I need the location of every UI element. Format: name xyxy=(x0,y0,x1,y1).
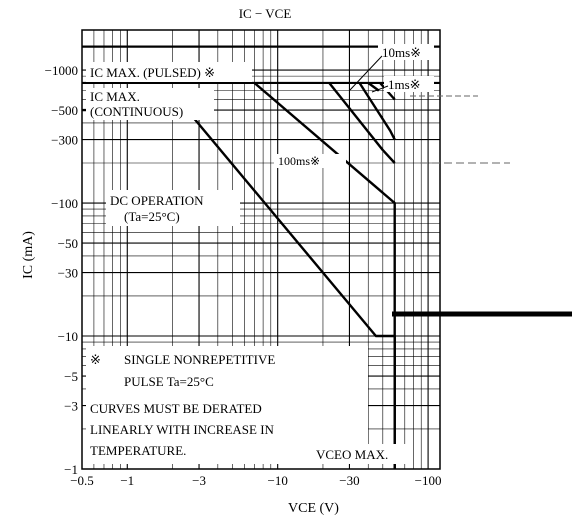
chart-title: IC − VCE xyxy=(239,6,292,21)
ms100-label-bg xyxy=(274,154,346,168)
y-axis-label: IC (mA) xyxy=(21,231,36,279)
ms10-leader xyxy=(349,55,383,91)
y-tick-label: −300 xyxy=(51,133,78,148)
pulsed-label: IC MAX. (PULSED) ※ xyxy=(90,65,215,80)
note-line-3: CURVES MUST BE DERATED xyxy=(90,401,262,416)
continuous-label-1: IC MAX. xyxy=(90,89,140,104)
y-tick-label: −30 xyxy=(58,266,78,281)
ms1-label-bg xyxy=(384,76,434,92)
y-tick-label: −100 xyxy=(51,196,78,211)
note-line-5: TEMPERATURE. xyxy=(90,443,186,458)
note-line-2: PULSE Ta=25°C xyxy=(124,374,214,389)
x-tick-label: −1 xyxy=(120,473,134,488)
ms10-label-bg xyxy=(378,44,434,60)
ms1-label: 1ms※ xyxy=(388,77,421,92)
y-tick-label: −3 xyxy=(64,399,78,414)
continuous-label-bg xyxy=(86,88,214,120)
ms10-label: 10ms※ xyxy=(382,45,421,60)
soa-curve xyxy=(253,81,396,469)
tick-labels: −0.5 −1 −3 −10 −30 −100−1000−500−300−100−50−3… xyxy=(45,63,442,488)
dc-label-2: (Ta=25°C) xyxy=(124,209,180,224)
ms1-leader xyxy=(371,85,389,93)
y-tick-label: −10 xyxy=(58,329,78,344)
dc-label-1: DC OPERATION xyxy=(110,193,204,208)
vceo-label-bg xyxy=(312,444,406,464)
note-line-1: SINGLE NONREPETITIVE xyxy=(124,352,275,367)
x-tick-label: −10 xyxy=(268,473,288,488)
pulsed-label-bg xyxy=(86,62,252,82)
x-tick-label: −3 xyxy=(192,473,206,488)
note-line-4: LINEARLY WITH INCREASE IN xyxy=(90,422,275,437)
y-tick-label: −5 xyxy=(64,369,78,384)
y-tick-label: −500 xyxy=(51,103,78,118)
vceo-label: VCEO MAX. xyxy=(316,447,388,462)
soa-curve xyxy=(358,82,396,141)
y-tick-label: −1 xyxy=(64,462,78,477)
x-tick-label: −0.5 xyxy=(70,473,94,488)
continuous-label-2: (CONTINUOUS) xyxy=(90,104,183,119)
soa-curve xyxy=(367,81,380,92)
y-tick-label: −1000 xyxy=(45,63,78,78)
x-tick-label: −30 xyxy=(339,473,359,488)
soa-curve xyxy=(328,82,396,164)
x-tick-label: −100 xyxy=(415,473,442,488)
note-symbol: ※ xyxy=(90,352,101,367)
x-axis-label: VCE (V) xyxy=(288,501,339,516)
dc-label-bg xyxy=(106,190,240,226)
ms100-label: 100ms※ xyxy=(278,154,320,168)
y-tick-label: −50 xyxy=(58,236,78,251)
